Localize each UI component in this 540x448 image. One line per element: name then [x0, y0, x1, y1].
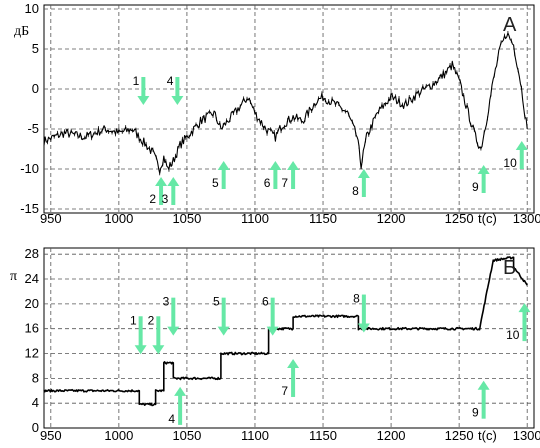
annotation-arrow-6: 6: [262, 295, 279, 336]
annotation-arrow-3: 3: [163, 295, 180, 336]
y-tick-label: -15: [20, 201, 39, 216]
annotation-arrow-3: 3: [162, 177, 180, 206]
panel-a-y-ticks: 10 5 0 -5 -10 -15: [20, 1, 39, 216]
annotation-arrow-5: 5: [212, 161, 230, 190]
annotation-arrow-8: 8: [352, 169, 370, 198]
x-tick-label: 1200: [377, 428, 406, 443]
x-tick-label: 1150: [309, 211, 337, 226]
annotation-label: 2: [148, 313, 155, 327]
annotation-arrow-1: 1: [130, 313, 147, 355]
panel-a-x-label: t(c): [478, 211, 497, 226]
panel-a-x-ticks: 950 1000 1050 1100 1150 1200 1250 1300: [40, 211, 540, 226]
annotation-arrow-5: 5: [213, 295, 230, 336]
annotation-label: 6: [264, 176, 271, 190]
x-tick-label: 1300: [513, 428, 540, 443]
series-line: [43, 32, 528, 174]
annotation-arrow-7: 7: [281, 358, 300, 398]
panel-b-grid: [44, 248, 534, 428]
annotation-label: 7: [281, 384, 288, 398]
panel-a: 1 42 35 6 78 910 1050-5-10-15 950 1000 1050 1100…: [14, 1, 540, 226]
annotation-label: 5: [213, 295, 220, 309]
panel-b-y-ticks: 0 4 8 12 16 20 24 28: [25, 246, 39, 435]
y-tick-label: -5: [27, 121, 39, 136]
x-tick-label: 950: [40, 211, 62, 226]
annotation-label: 7: [281, 176, 288, 190]
y-tick-label: 28: [25, 246, 39, 261]
panel-a-letter: А: [503, 14, 517, 36]
annotation-label: 9: [472, 180, 479, 194]
y-tick-label: 20: [25, 296, 39, 311]
annotation-label: 3: [163, 295, 170, 309]
y-tick-label: 16: [25, 321, 39, 336]
annotation-label: 2: [149, 192, 156, 206]
y-tick-label: 24: [25, 271, 39, 286]
panel-b-frame: [43, 247, 535, 429]
x-tick-label: 1250: [445, 211, 474, 226]
annotation-arrow-2: 2: [148, 313, 165, 355]
annotation-arrow-8: 8: [353, 292, 370, 333]
x-tick-label: 1000: [104, 211, 133, 226]
annotation-label: 5: [212, 176, 219, 190]
y-tick-label: -10: [20, 161, 39, 176]
annotation-label: 1: [133, 74, 140, 88]
x-tick-label: 1300: [513, 211, 540, 226]
x-tick-label: 1200: [377, 211, 406, 226]
y-tick-label: 12: [25, 346, 39, 361]
panel-a-series: [43, 31, 528, 176]
annotation-label: 1: [130, 313, 137, 327]
annotation-arrow-10: 10: [503, 141, 528, 170]
panel-b-y-label: π: [10, 269, 17, 284]
annotation-arrow-9: 9: [472, 165, 490, 194]
annotation-label: 8: [352, 184, 359, 198]
annotation-arrow-4: 4: [168, 386, 187, 426]
x-tick-label: 1100: [241, 428, 269, 443]
y-tick-label: 4: [32, 395, 39, 410]
annotation-arrow-9: 9: [472, 380, 490, 420]
panel-b-letter: Б: [503, 257, 516, 279]
annotation-label: 9: [472, 406, 479, 420]
panel-a-y-label: дБ: [14, 24, 29, 39]
x-tick-label: 950: [40, 428, 62, 443]
annotation-label: 4: [167, 74, 174, 88]
x-tick-label: 1050: [172, 211, 201, 226]
annotation-arrow-6: 6: [264, 161, 282, 190]
panel-a-frame: [43, 4, 535, 214]
x-tick-label: 1250: [445, 428, 474, 443]
x-tick-label: 1000: [104, 428, 133, 443]
annotation-arrow-4: 4: [167, 74, 184, 105]
x-tick-label: 1150: [309, 428, 337, 443]
panel-a-grid: [44, 5, 534, 213]
annotation-label: 6: [262, 295, 269, 309]
y-tick-label: 8: [32, 370, 39, 385]
panel-b-x-label: t(c): [478, 428, 497, 443]
y-tick-label: 10: [25, 1, 39, 16]
annotation-arrow-2: 2: [149, 177, 168, 206]
annotation-label: 10: [503, 156, 517, 170]
x-tick-label: 1100: [241, 211, 269, 226]
panel-b-series: [43, 256, 528, 407]
panel-b-annotations: 1 23 4 5 6 7 8 9 10: [130, 292, 531, 426]
annotation-label: 8: [353, 292, 360, 306]
annotation-arrow-7: 7: [281, 161, 300, 190]
annotation-label: 3: [162, 192, 169, 206]
y-tick-label: 5: [32, 41, 39, 56]
annotation-arrow-10: 10: [506, 303, 531, 342]
series-line: [43, 256, 528, 407]
annotation-label: 4: [168, 412, 175, 426]
panel-b-x-ticks: 950 1000 1050 1100 1150 1200 1250 1300: [40, 428, 540, 443]
annotation-arrow-1: 1: [133, 74, 150, 105]
y-tick-label: 0: [32, 420, 39, 435]
panel-a-annotations: 1 4 2 3 5 6 7 8 9 10: [133, 74, 528, 206]
x-tick-label: 1050: [172, 428, 201, 443]
annotation-label: 10: [506, 328, 520, 342]
y-tick-label: 0: [32, 81, 39, 96]
